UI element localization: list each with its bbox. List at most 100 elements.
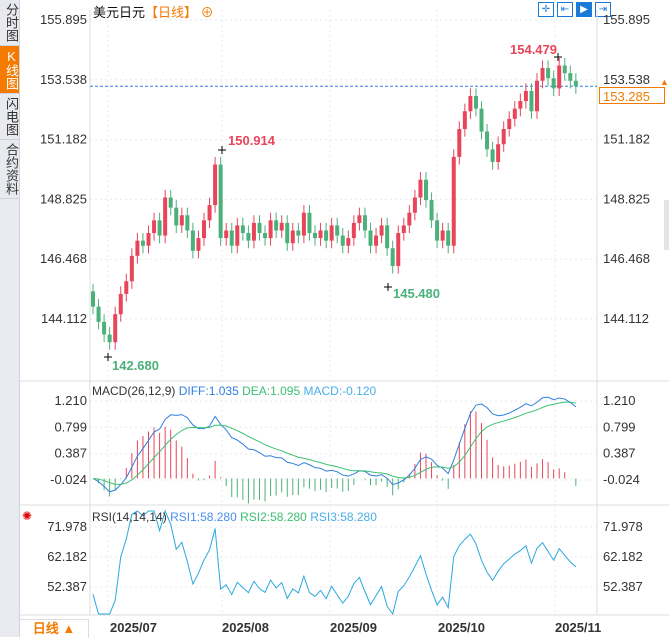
candle-body <box>224 230 229 239</box>
candle-body <box>446 230 451 246</box>
candle-body <box>340 235 345 246</box>
price-tick-left: 151.182 <box>40 132 87 147</box>
candle-body <box>240 225 245 234</box>
tab-kline-chart[interactable]: K线图 <box>0 46 19 94</box>
candle-body <box>140 240 145 246</box>
price-tick-left: 148.825 <box>40 191 87 206</box>
price-tick-right: 146.468 <box>603 251 650 266</box>
low-main-annotation: 142.680 <box>112 358 159 373</box>
price-tick-right: 151.182 <box>603 132 650 147</box>
candle-body <box>329 225 334 241</box>
candle-body <box>118 293 123 315</box>
candle-body <box>91 291 95 307</box>
candle-body <box>135 240 140 256</box>
candle-body <box>202 220 206 239</box>
rsi1-value: RSI1:58.280 <box>170 510 237 524</box>
price-up-arrow-icon: ▲ <box>660 77 669 87</box>
price-tick-right: 148.825 <box>603 191 650 206</box>
period-label[interactable]: 【日线】 <box>145 5 198 20</box>
candle-body <box>313 233 317 239</box>
candle-body <box>485 131 490 150</box>
candle-body <box>324 230 329 241</box>
macd-diff-value: DIFF:1.035 <box>178 384 239 398</box>
tab-contract-info[interactable]: 合约资料 <box>0 140 19 199</box>
macd-tick-left: 0.387 <box>54 446 87 461</box>
chart-title: 美元日元【日线】 ⊕ <box>93 2 214 21</box>
rsi-tick-right: 52.387 <box>603 579 643 594</box>
candle-body <box>251 222 256 241</box>
tab-time-chart[interactable]: 分时图 <box>0 0 19 46</box>
settings-sun-icon[interactable]: ✺ <box>22 509 33 523</box>
candle-body <box>96 306 101 322</box>
candle-body <box>157 220 162 236</box>
price-tick-left: 155.895 <box>40 12 87 27</box>
candle-body <box>268 220 273 239</box>
time-tick: 2025/08 <box>222 620 269 635</box>
candle-body <box>246 233 251 241</box>
candle-body <box>479 108 484 132</box>
macd-label: MACD(26,12,9) <box>92 384 176 398</box>
price-tick-right: 153.538 <box>603 72 650 87</box>
candle-body <box>457 128 462 157</box>
current-price-tag: 153.285 <box>599 87 665 104</box>
candle-body <box>152 220 157 234</box>
candle-body <box>301 212 306 236</box>
candle-body <box>102 321 107 335</box>
candle-body <box>551 78 556 89</box>
zoom-range-icon[interactable]: ⇤ <box>557 2 573 17</box>
plus-circle-icon[interactable]: ⊕ <box>200 5 214 20</box>
candle-body <box>396 233 401 267</box>
candle-body <box>407 212 412 226</box>
candle-body <box>523 90 528 102</box>
price-tick-left: 153.538 <box>40 72 87 87</box>
candle-body <box>535 80 539 112</box>
candle-body <box>401 225 406 234</box>
sidebar: 分时图 K线图 闪电图 合约资料 <box>0 0 20 637</box>
candle-body <box>501 128 506 145</box>
tab-flash-chart[interactable]: 闪电图 <box>0 94 19 140</box>
candle-body <box>107 334 112 343</box>
candle-body <box>518 101 523 109</box>
candle-body <box>279 222 284 231</box>
candle-body <box>362 215 367 231</box>
period-selector[interactable]: 日线 ▲ <box>20 619 89 638</box>
candle-body <box>196 238 201 251</box>
price-tick-right: 155.895 <box>603 12 650 27</box>
macd-tick-right: 1.210 <box>603 393 636 408</box>
rsi-tick-left: 71.978 <box>47 519 87 534</box>
candle-body <box>468 95 473 112</box>
symbol-name: 美元日元 <box>93 5 146 20</box>
low-annotation: 145.480 <box>393 286 440 301</box>
candle-body <box>146 233 151 246</box>
candle-body <box>207 205 212 221</box>
macd-tick-left: 1.210 <box>54 393 87 408</box>
rsi-line <box>92 509 577 616</box>
candle-body <box>557 65 562 89</box>
rsi3-value: RSI3:58.280 <box>310 510 377 524</box>
candle-body <box>124 281 129 294</box>
candle-body <box>285 222 290 244</box>
crosshair-icon[interactable]: ✛ <box>538 2 554 17</box>
candle-body <box>540 68 545 81</box>
candle-body <box>473 95 478 109</box>
candle-body <box>229 230 234 246</box>
play-icon[interactable]: ▶ <box>576 2 592 17</box>
candle-body <box>174 207 179 226</box>
candle-body <box>507 118 512 129</box>
price-tick-left: 144.112 <box>41 311 87 326</box>
candle-body <box>379 225 384 236</box>
candle-body <box>213 164 218 206</box>
candle-body <box>185 215 190 231</box>
candle-body <box>318 230 323 239</box>
candle-body <box>496 144 501 162</box>
candle-body <box>307 212 312 234</box>
rsi-tick-right: 71.978 <box>603 519 643 534</box>
goto-end-icon[interactable]: ⇥ <box>595 2 611 17</box>
price-tick-right: 144.112 <box>603 311 649 326</box>
recent-high-annotation: 154.479 <box>510 42 557 57</box>
macd-tick-left: -0.024 <box>50 472 87 487</box>
macd-tick-left: 0.799 <box>54 419 87 434</box>
scrollbar[interactable] <box>664 200 669 250</box>
candle-body <box>218 164 223 239</box>
